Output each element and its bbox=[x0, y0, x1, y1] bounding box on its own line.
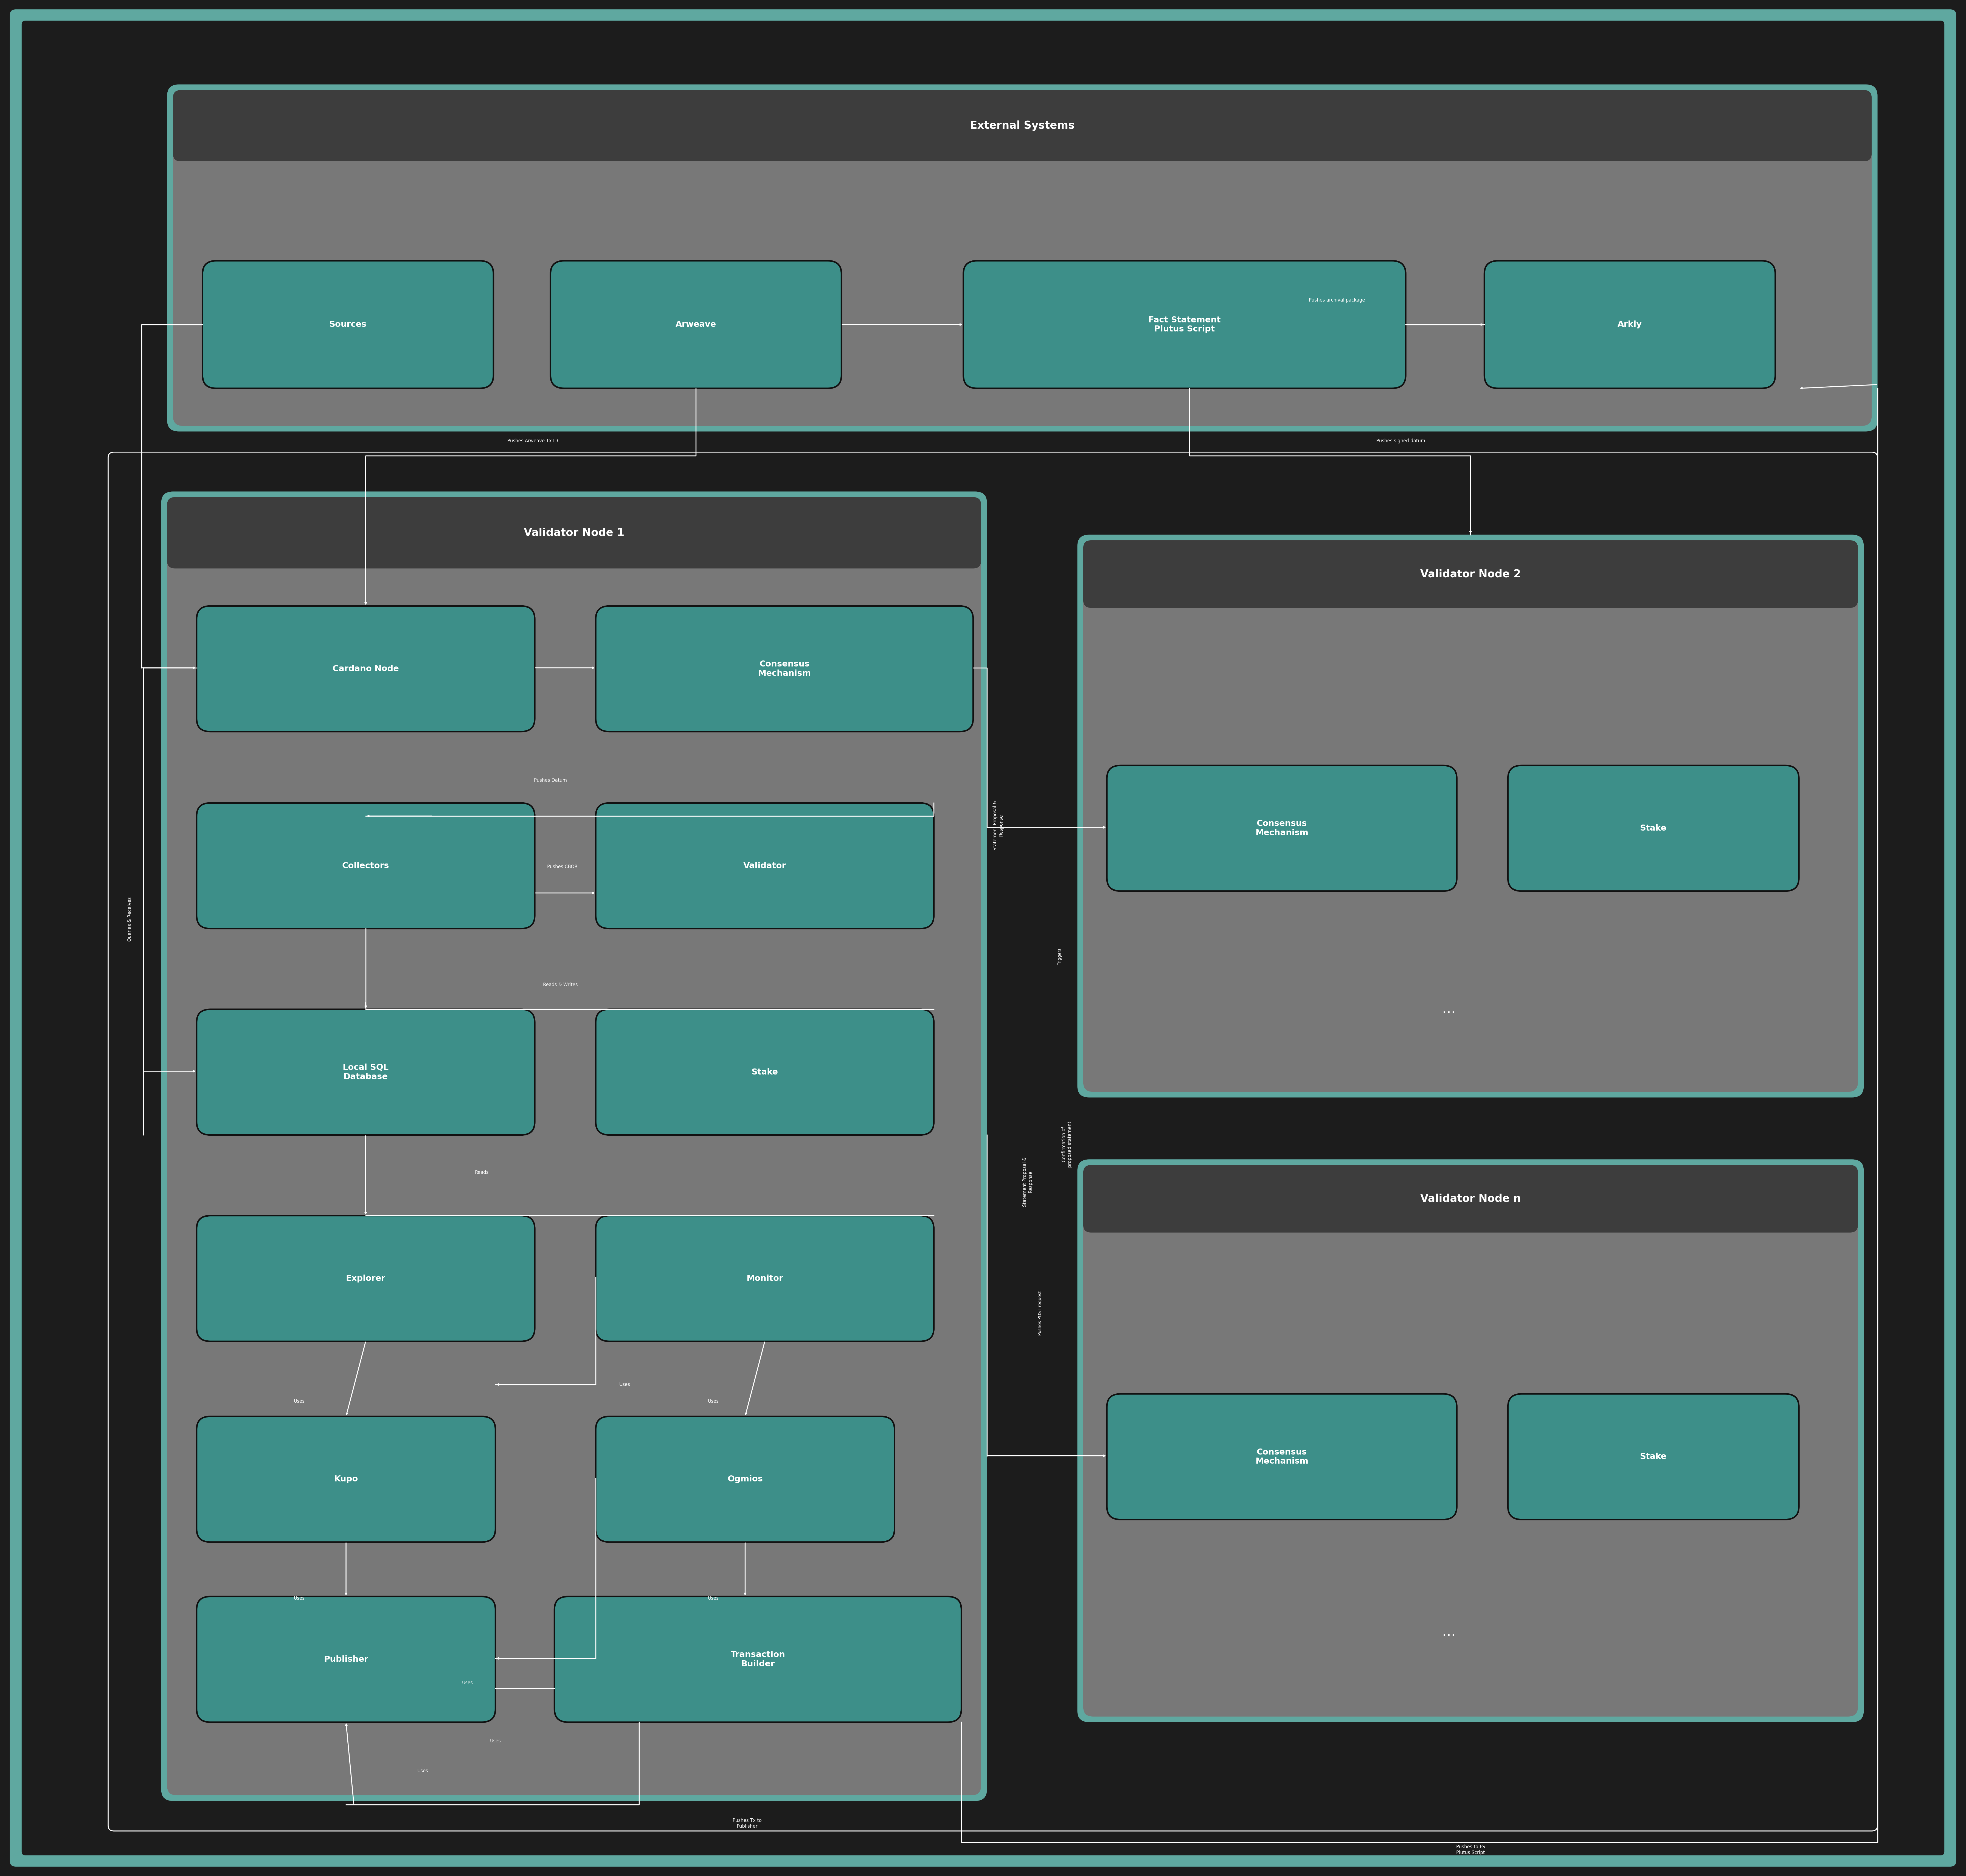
FancyBboxPatch shape bbox=[1107, 1394, 1457, 1520]
Text: Sources: Sources bbox=[328, 321, 368, 328]
FancyBboxPatch shape bbox=[197, 1596, 495, 1722]
Text: Uses: Uses bbox=[708, 1399, 720, 1403]
Text: Pushes archival package: Pushes archival package bbox=[1309, 298, 1364, 302]
FancyBboxPatch shape bbox=[197, 1216, 535, 1341]
Text: Validator: Validator bbox=[743, 861, 786, 870]
Text: Ogmios: Ogmios bbox=[727, 1475, 763, 1484]
Text: Consensus
Mechanism: Consensus Mechanism bbox=[1256, 1448, 1307, 1465]
Text: Pushes CBOR: Pushes CBOR bbox=[547, 865, 578, 869]
Text: Pushes Arweave Tx ID: Pushes Arweave Tx ID bbox=[507, 439, 558, 443]
FancyBboxPatch shape bbox=[197, 1009, 535, 1135]
Text: Arkly: Arkly bbox=[1618, 321, 1642, 328]
FancyBboxPatch shape bbox=[197, 606, 535, 732]
FancyBboxPatch shape bbox=[596, 606, 973, 732]
Text: Uses: Uses bbox=[490, 1739, 501, 1743]
Text: Explorer: Explorer bbox=[346, 1274, 385, 1283]
FancyBboxPatch shape bbox=[550, 261, 841, 388]
Text: Uses: Uses bbox=[619, 1383, 631, 1386]
Text: Consensus
Mechanism: Consensus Mechanism bbox=[1256, 820, 1307, 837]
Text: Uses: Uses bbox=[417, 1769, 429, 1773]
Text: Consensus
Mechanism: Consensus Mechanism bbox=[759, 660, 810, 677]
Text: Confirmation of
proposed statement: Confirmation of proposed statement bbox=[1062, 1122, 1071, 1167]
FancyBboxPatch shape bbox=[1484, 261, 1775, 388]
FancyBboxPatch shape bbox=[1083, 1165, 1858, 1233]
Text: Uses: Uses bbox=[293, 1596, 305, 1600]
FancyBboxPatch shape bbox=[1077, 535, 1864, 1097]
Text: ...: ... bbox=[1441, 1002, 1457, 1017]
FancyBboxPatch shape bbox=[596, 1009, 934, 1135]
FancyBboxPatch shape bbox=[173, 90, 1872, 161]
Text: Statement Proposal &
Response: Statement Proposal & Response bbox=[1022, 1157, 1032, 1206]
Text: Uses: Uses bbox=[708, 1596, 720, 1600]
FancyBboxPatch shape bbox=[108, 452, 1878, 1831]
Text: External Systems: External Systems bbox=[969, 120, 1075, 131]
Text: Transaction
Builder: Transaction Builder bbox=[731, 1651, 784, 1668]
FancyBboxPatch shape bbox=[596, 1216, 934, 1341]
Text: Arweave: Arweave bbox=[676, 321, 716, 328]
Text: Statement Proposal &
Response: Statement Proposal & Response bbox=[993, 801, 1003, 850]
FancyBboxPatch shape bbox=[173, 90, 1872, 426]
FancyBboxPatch shape bbox=[161, 492, 987, 1801]
Text: Kupo: Kupo bbox=[334, 1475, 358, 1484]
FancyBboxPatch shape bbox=[554, 1596, 961, 1722]
FancyBboxPatch shape bbox=[1083, 1165, 1858, 1717]
Text: Fact Statement
Plutus Script: Fact Statement Plutus Script bbox=[1148, 315, 1221, 334]
Text: Publisher: Publisher bbox=[324, 1655, 368, 1664]
Text: ...: ... bbox=[1441, 1625, 1457, 1640]
Text: Pushes POST request: Pushes POST request bbox=[1038, 1291, 1042, 1336]
FancyBboxPatch shape bbox=[197, 1416, 495, 1542]
Text: Cardano Node: Cardano Node bbox=[332, 664, 399, 673]
FancyBboxPatch shape bbox=[596, 803, 934, 929]
Text: Pushes to FS
Plutus Script: Pushes to FS Plutus Script bbox=[1457, 1844, 1484, 1855]
FancyBboxPatch shape bbox=[1508, 1394, 1799, 1520]
Text: Validator Node 1: Validator Node 1 bbox=[523, 527, 625, 538]
Text: Pushes Datum: Pushes Datum bbox=[535, 779, 566, 782]
FancyBboxPatch shape bbox=[202, 261, 493, 388]
Text: Local SQL
Database: Local SQL Database bbox=[342, 1064, 389, 1081]
Text: Validator Node 2: Validator Node 2 bbox=[1419, 568, 1522, 580]
FancyBboxPatch shape bbox=[1083, 540, 1858, 1092]
Text: Pushes Tx to
Publisher: Pushes Tx to Publisher bbox=[733, 1818, 761, 1829]
FancyBboxPatch shape bbox=[596, 1416, 895, 1542]
Text: Pushes signed datum: Pushes signed datum bbox=[1376, 439, 1425, 443]
FancyBboxPatch shape bbox=[1083, 540, 1858, 608]
Text: Stake: Stake bbox=[1640, 824, 1667, 833]
Text: Queries & Receives: Queries & Receives bbox=[128, 897, 132, 942]
Text: Uses: Uses bbox=[462, 1681, 474, 1685]
Text: Stake: Stake bbox=[751, 1067, 779, 1077]
FancyBboxPatch shape bbox=[167, 497, 981, 1795]
FancyBboxPatch shape bbox=[167, 497, 981, 568]
Text: Collectors: Collectors bbox=[342, 861, 389, 870]
FancyBboxPatch shape bbox=[1508, 765, 1799, 891]
FancyBboxPatch shape bbox=[10, 9, 1956, 1867]
Text: Reads & Writes: Reads & Writes bbox=[543, 983, 578, 987]
Text: Reads: Reads bbox=[474, 1171, 490, 1174]
Text: Uses: Uses bbox=[293, 1399, 305, 1403]
FancyBboxPatch shape bbox=[1077, 1159, 1864, 1722]
Text: Monitor: Monitor bbox=[747, 1274, 782, 1283]
Text: Stake: Stake bbox=[1640, 1452, 1667, 1461]
Text: Triggers: Triggers bbox=[1058, 949, 1062, 964]
FancyBboxPatch shape bbox=[197, 803, 535, 929]
FancyBboxPatch shape bbox=[22, 21, 1944, 1855]
FancyBboxPatch shape bbox=[963, 261, 1406, 388]
FancyBboxPatch shape bbox=[1107, 765, 1457, 891]
Text: Validator Node n: Validator Node n bbox=[1419, 1193, 1522, 1204]
FancyBboxPatch shape bbox=[167, 84, 1878, 431]
